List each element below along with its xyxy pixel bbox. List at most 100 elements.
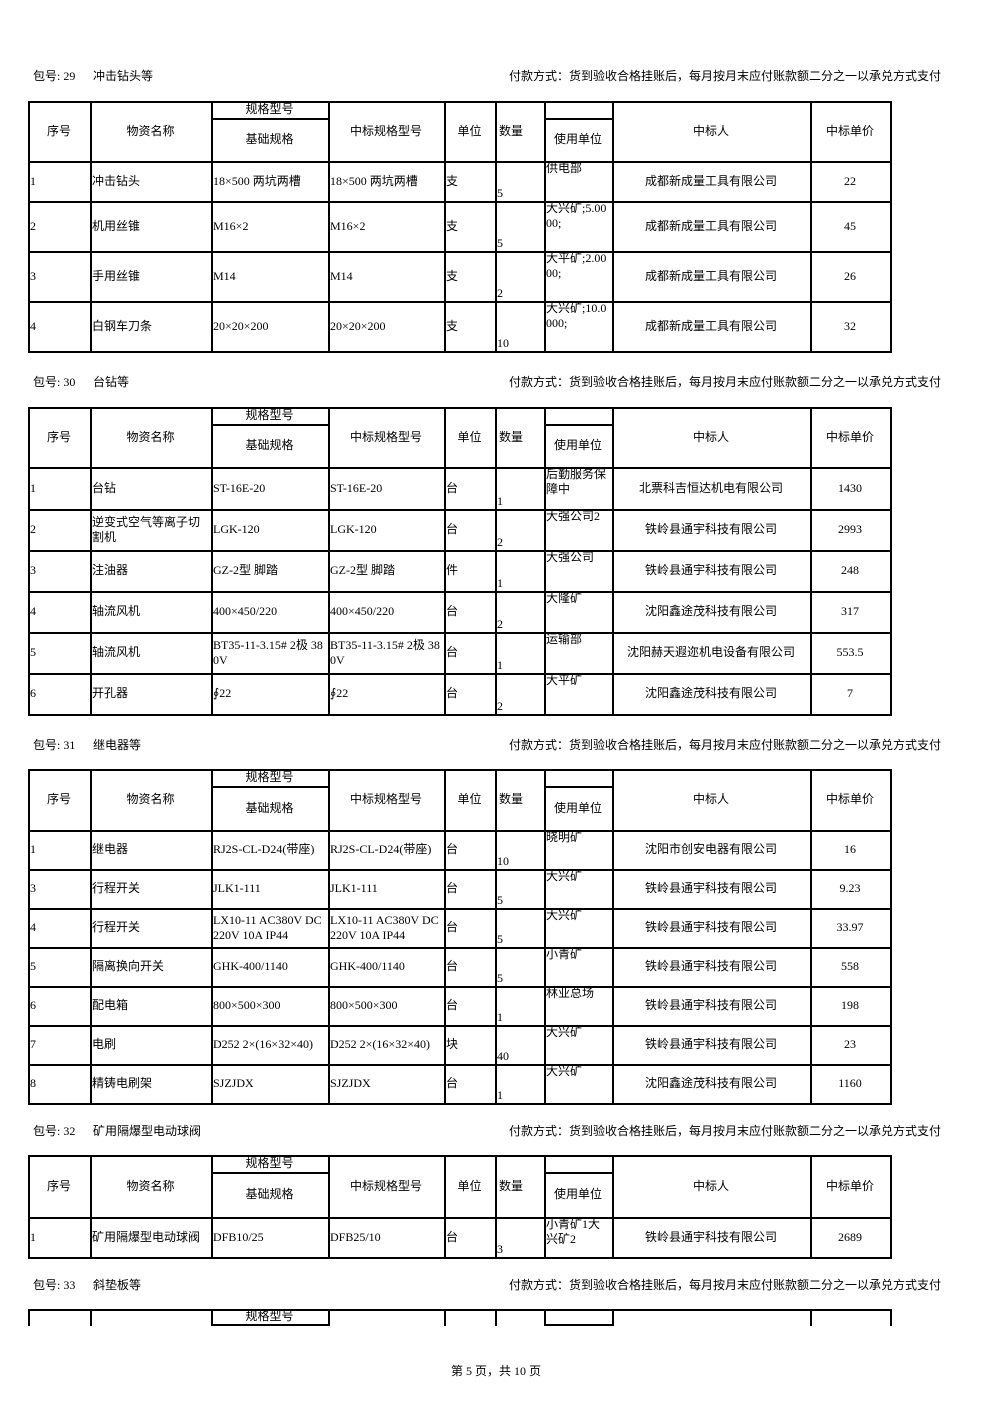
header-cell: 中标人 [612, 407, 812, 469]
table-cell: 大强公司2 [544, 509, 614, 552]
table-cell: 台 [444, 908, 497, 949]
table-cell: RJ2S-CL-D24(带座) [328, 830, 446, 871]
column-line [495, 1309, 497, 1326]
table-cell: 20×20×200 [328, 301, 446, 353]
table-cell: 支 [444, 301, 497, 353]
payment-terms: 付款方式：货到验收合格挂账后，每月按月末应付账款额二分之一以承兑方式支付 [508, 1278, 941, 1292]
table-cell: 铁岭县通宇科技有限公司 [612, 947, 812, 988]
table-cell: 198 [810, 986, 892, 1027]
table-cell: 手用丝锥 [90, 251, 213, 303]
table-cell: 8 [28, 1064, 92, 1105]
table-cell: DFB25/10 [328, 1217, 446, 1259]
header-cell: 物资名称 [90, 769, 213, 832]
table-cell: 铁岭县通宇科技有限公司 [612, 550, 812, 593]
table-cell: LX10-11 AC380V DC220V 10A IP44 [328, 908, 446, 949]
header-cell: 序号 [28, 1155, 92, 1219]
table-cell: JLK1-111 [328, 869, 446, 910]
header-cell: 中标规格型号 [328, 769, 446, 832]
table-cell: 1 [495, 1064, 546, 1105]
table-cell: D252 2×(16×32×40) [328, 1025, 446, 1066]
table-border [28, 407, 892, 409]
table-cell: 晓明矿 [544, 830, 614, 871]
table-cell: 成都新成量工具有限公司 [612, 301, 812, 353]
table-cell: ST-16E-20 [328, 467, 446, 511]
table-border [28, 769, 30, 1105]
table-cell: LGK-120 [211, 509, 330, 552]
table-cell: 台 [444, 830, 497, 871]
header-cell: 单位 [444, 101, 497, 163]
package-label: 包号: 29 [33, 69, 76, 83]
table-cell: GZ-2型 脚踏 [211, 550, 330, 593]
table-cell: 继电器 [90, 830, 213, 871]
table-cell: 400×450/220 [328, 591, 446, 634]
table-cell: 铁岭县通宇科技有限公司 [612, 1025, 812, 1066]
header-cell: 基础规格 [211, 786, 330, 832]
table-cell: 10 [495, 830, 546, 871]
header-cell: 单位 [444, 1155, 497, 1219]
header-cell: 使用单位 [544, 1172, 614, 1219]
table-cell: 支 [444, 251, 497, 303]
table-cell: 沈阳赫天遐迩机电设备有限公司 [612, 632, 812, 675]
table-cell: 台 [444, 1064, 497, 1105]
table-cell: 电刷 [90, 1025, 213, 1066]
table-cell: 2689 [810, 1217, 892, 1259]
table-cell: GHK-400/1140 [211, 947, 330, 988]
table-cell: 铁岭县通宇科技有限公司 [612, 869, 812, 910]
header-cell: 数量 [495, 407, 546, 469]
table-cell: 800×500×300 [328, 986, 446, 1027]
header-cell: 物资名称 [90, 101, 213, 163]
table-cell: 18×500 两坑两槽 [211, 161, 330, 203]
payment-terms: 付款方式：货到验收合格挂账后，每月按月末应付账款额二分之一以承兑方式支付 [508, 375, 941, 389]
table-cell: M14 [328, 251, 446, 303]
header-cell [544, 101, 614, 120]
header-cell: 规格型号 [211, 101, 330, 120]
table-cell: 成都新成量工具有限公司 [612, 201, 812, 253]
table-cell: LX10-11 AC380V DC220V 10A IP44 [211, 908, 330, 949]
table-cell: 4 [28, 301, 92, 353]
table-cell: 大平矿;2.0000; [544, 251, 614, 303]
table-cell: 4 [28, 908, 92, 949]
column-line [28, 1309, 30, 1326]
table-border [28, 407, 30, 716]
header-cell: 中标规格型号 [328, 101, 446, 163]
table-border [28, 1155, 892, 1157]
table-cell: 大兴矿 [544, 869, 614, 910]
header-cell: 数量 [495, 769, 546, 832]
table-cell: 2993 [810, 509, 892, 552]
table-border [28, 1155, 30, 1259]
package-name: 冲击钻头等 [93, 69, 154, 83]
table-cell: ∮22 [211, 673, 330, 716]
table-cell: 1430 [810, 467, 892, 511]
column-line [444, 1309, 446, 1326]
header-cell [544, 769, 614, 788]
table-cell: 23 [810, 1025, 892, 1066]
table-cell: 台 [444, 947, 497, 988]
table-cell: DFB10/25 [211, 1217, 330, 1259]
table-cell: 3 [28, 251, 92, 303]
table-cell: 7 [810, 673, 892, 716]
table-cell: 成都新成量工具有限公司 [612, 251, 812, 303]
header-cell: 单位 [444, 407, 497, 469]
table-cell: 小青矿 [544, 947, 614, 988]
table-cell: 40 [495, 1025, 546, 1066]
table-cell: 1 [495, 467, 546, 511]
header-cell: 规格型号 [211, 769, 330, 788]
column-line [90, 1309, 92, 1326]
table-cell: LGK-120 [328, 509, 446, 552]
table-cell: 2 [495, 591, 546, 634]
header-cell [544, 407, 614, 426]
table-cell: 小青矿1大兴矿2 [544, 1217, 614, 1259]
table-cell: 5 [495, 908, 546, 949]
page-footer: 第 5 页，共 10 页 [450, 1364, 541, 1378]
header-cell: 物资名称 [90, 1155, 213, 1219]
payment-terms: 付款方式：货到验收合格挂账后，每月按月末应付账款额二分之一以承兑方式支付 [508, 738, 941, 752]
header-cell: 序号 [28, 101, 92, 163]
table-cell: 大兴矿;10.0000; [544, 301, 614, 353]
table-cell: 20×20×200 [211, 301, 330, 353]
header-cell: 规格型号 [211, 1155, 330, 1174]
package-label: 包号: 31 [33, 738, 76, 752]
header-cell: 数量 [495, 101, 546, 163]
table-cell: 轴流风机 [90, 632, 213, 675]
table-cell: 台 [444, 986, 497, 1027]
